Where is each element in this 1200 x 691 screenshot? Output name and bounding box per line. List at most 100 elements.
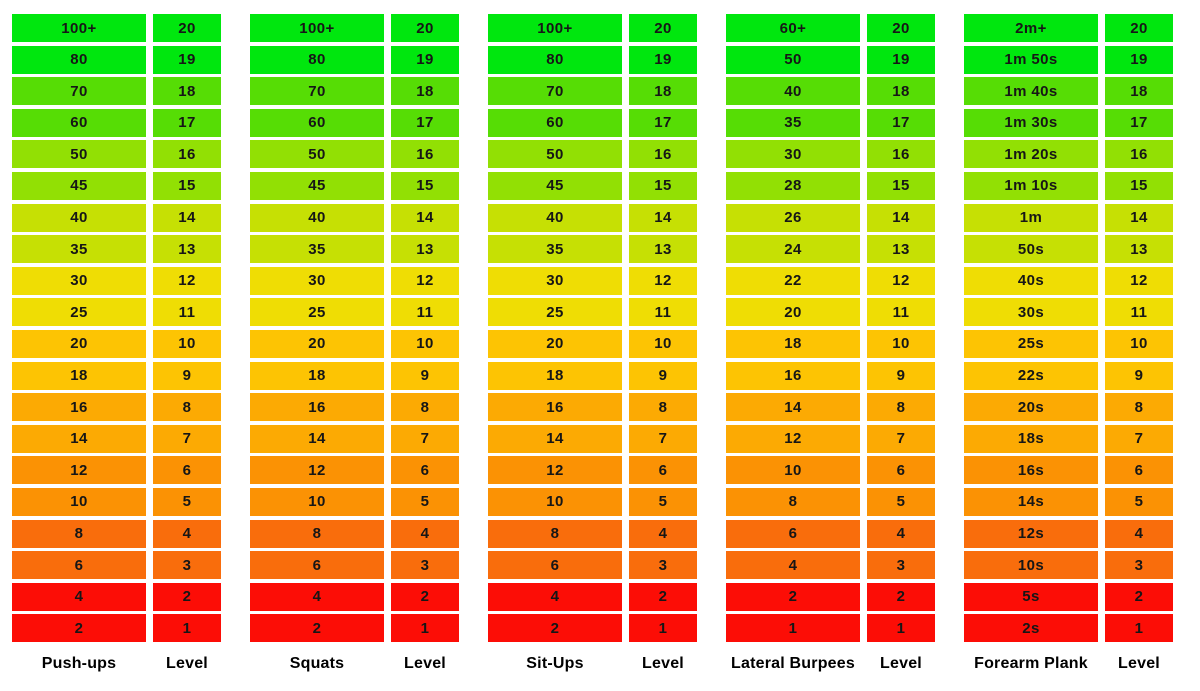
level-row: 35 13 — [250, 235, 459, 264]
exercise-value-cell: 4 — [250, 582, 384, 611]
exercise-value-cell: 20 — [726, 298, 860, 327]
level-row: 26 14 — [726, 203, 935, 232]
level-value-cell: 4 — [153, 519, 221, 548]
exercise-value-cell: 4 — [488, 582, 622, 611]
exercise-value-cell: 22 — [726, 266, 860, 295]
level-row: 10 5 — [250, 487, 459, 516]
exercise-value-cell: 20 — [488, 329, 622, 358]
level-row: 60 17 — [250, 108, 459, 137]
level-row: 2m+ 20 — [964, 14, 1173, 42]
exercise-value-cell: 14s — [964, 487, 1098, 516]
exercise-value-cell: 12 — [488, 456, 622, 485]
level-row: 1m 10s 15 — [964, 171, 1173, 200]
chart-groups-container: 100+ 20 80 19 70 18 60 17 50 16 45 15 40 14 35 13 30 12 25… — [12, 14, 1173, 673]
exercise-value-cell: 14 — [726, 393, 860, 422]
level-value-cell: 9 — [1105, 361, 1173, 390]
level-value-cell: 2 — [867, 582, 935, 611]
level-value-cell: 12 — [1105, 266, 1173, 295]
column-labels: Squats Level — [250, 655, 459, 673]
level-value-cell: 15 — [153, 171, 221, 200]
exercise-value-cell: 1m 50s — [964, 45, 1098, 74]
level-value-cell: 5 — [153, 487, 221, 516]
exercise-value-cell: 70 — [488, 77, 622, 106]
level-row: 18 10 — [726, 329, 935, 358]
level-row: 16 8 — [488, 393, 697, 422]
level-row: 25 11 — [488, 298, 697, 327]
exercise-value-cell: 25 — [12, 298, 146, 327]
exercise-value-cell: 1m 30s — [964, 108, 1098, 137]
level-value-cell: 19 — [1105, 45, 1173, 74]
exercise-value-cell: 30 — [12, 266, 146, 295]
level-value-cell: 8 — [391, 393, 459, 422]
level-row: 25 11 — [250, 298, 459, 327]
level-row: 60 17 — [12, 108, 221, 137]
exercise-value-cell: 6 — [488, 551, 622, 580]
level-row: 18s 7 — [964, 424, 1173, 453]
level-row: 20 10 — [488, 329, 697, 358]
level-row: 12 6 — [250, 456, 459, 485]
level-value-cell: 19 — [391, 45, 459, 74]
level-label: Level — [166, 654, 208, 672]
exercise-value-cell: 10 — [726, 456, 860, 485]
level-value-cell: 4 — [629, 519, 697, 548]
exercise-value-cell: 45 — [250, 171, 384, 200]
level-value-cell: 14 — [391, 203, 459, 232]
level-value-cell: 14 — [1105, 203, 1173, 232]
level-value-cell: 11 — [867, 298, 935, 327]
level-value-cell: 8 — [629, 393, 697, 422]
level-value-cell: 2 — [153, 582, 221, 611]
exercise-value-cell: 12 — [250, 456, 384, 485]
level-value-cell: 4 — [867, 519, 935, 548]
exercise-value-cell: 18 — [250, 361, 384, 390]
exercise-value-cell: 30 — [726, 140, 860, 169]
exercise-value-cell: 80 — [488, 45, 622, 74]
level-value-cell: 2 — [391, 582, 459, 611]
level-value-cell: 1 — [629, 614, 697, 643]
level-value-cell: 9 — [391, 361, 459, 390]
level-row: 1m 20s 16 — [964, 140, 1173, 169]
level-value-cell: 1 — [867, 614, 935, 643]
exercise-value-cell: 50 — [250, 140, 384, 169]
level-value-cell: 14 — [629, 203, 697, 232]
exercise-value-cell: 35 — [726, 108, 860, 137]
level-row: 16s 6 — [964, 456, 1173, 485]
exercise-value-cell: 5s — [964, 582, 1098, 611]
level-row: 20 10 — [250, 329, 459, 358]
exercise-value-cell: 1m — [964, 203, 1098, 232]
level-value-cell: 3 — [391, 551, 459, 580]
level-row: 60 17 — [488, 108, 697, 137]
level-row: 50 19 — [726, 45, 935, 74]
level-value-cell: 10 — [629, 329, 697, 358]
exercise-value-cell: 25 — [488, 298, 622, 327]
level-row: 20 10 — [12, 329, 221, 358]
level-row: 10 5 — [12, 487, 221, 516]
exercise-value-cell: 1m 20s — [964, 140, 1098, 169]
level-value-cell: 2 — [1105, 582, 1173, 611]
level-value-cell: 11 — [153, 298, 221, 327]
level-row: 80 19 — [250, 45, 459, 74]
exercise-value-cell: 45 — [488, 171, 622, 200]
level-row: 70 18 — [488, 77, 697, 106]
exercise-value-cell: 25 — [250, 298, 384, 327]
level-row: 30 12 — [488, 266, 697, 295]
level-value-cell: 12 — [153, 266, 221, 295]
level-value-cell: 11 — [391, 298, 459, 327]
level-value-cell: 18 — [629, 77, 697, 106]
level-row: 45 15 — [12, 171, 221, 200]
exercise-value-cell: 40s — [964, 266, 1098, 295]
level-row: 18 9 — [488, 361, 697, 390]
level-value-cell: 1 — [391, 614, 459, 643]
level-row: 30 16 — [726, 140, 935, 169]
exercise-value-cell: 50 — [488, 140, 622, 169]
level-value-cell: 7 — [391, 424, 459, 453]
level-value-cell: 1 — [153, 614, 221, 643]
level-value-cell: 6 — [1105, 456, 1173, 485]
